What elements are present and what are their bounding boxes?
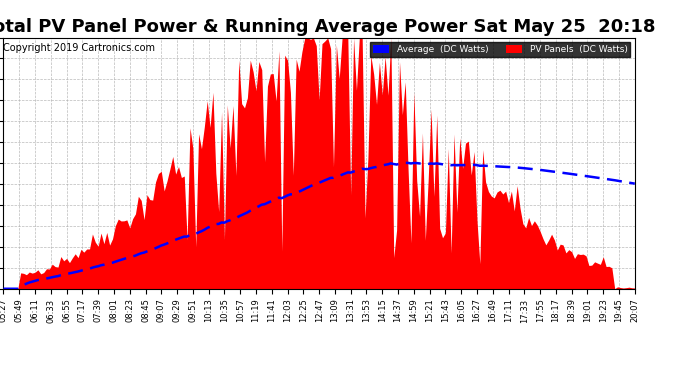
Text: Copyright 2019 Cartronics.com: Copyright 2019 Cartronics.com: [3, 43, 155, 52]
Title: Total PV Panel Power & Running Average Power Sat May 25  20:18: Total PV Panel Power & Running Average P…: [0, 18, 656, 36]
Legend: Average  (DC Watts), PV Panels  (DC Watts): Average (DC Watts), PV Panels (DC Watts): [371, 42, 630, 57]
